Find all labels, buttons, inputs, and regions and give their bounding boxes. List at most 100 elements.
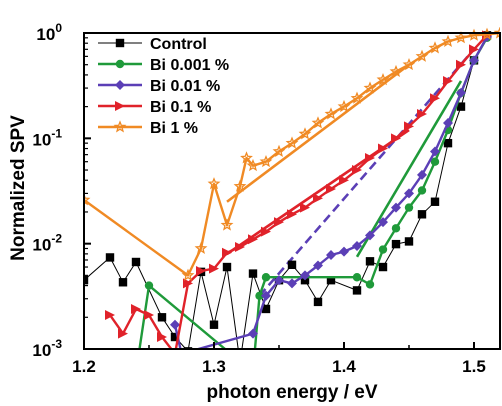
- legend-item-1: Bi 0.001 %: [98, 57, 229, 74]
- data-point-2-6: [300, 270, 310, 281]
- data-point-0-25: [443, 138, 453, 148]
- legend-marker-0: [115, 38, 125, 48]
- series-2: [170, 31, 492, 349]
- legend-label-3: Bi 0.1 %: [150, 99, 211, 116]
- data-point-4-0: [84, 193, 91, 206]
- legend-label-0: Control: [150, 36, 207, 53]
- data-point-2-10: [352, 241, 362, 252]
- x-tick-label-2: 1.4: [332, 357, 356, 376]
- data-point-0-4: [157, 313, 167, 322]
- data-point-3-11: [248, 234, 258, 245]
- data-point-2-13: [391, 202, 401, 213]
- data-point-3-21: [378, 143, 388, 154]
- data-point-3-27: [456, 59, 466, 70]
- y-tick-label-1: 10-2: [32, 232, 62, 255]
- data-point-3-0: [105, 310, 115, 321]
- data-point-0-8: [209, 320, 219, 329]
- data-point-0-11: [248, 269, 258, 278]
- data-point-3-28: [469, 44, 479, 55]
- data-point-4-15: [350, 91, 364, 104]
- series-line-3: [109, 34, 488, 349]
- data-point-4-12: [311, 116, 325, 129]
- y-axis-title: Normalized SPV: [8, 115, 29, 261]
- data-point-4-16: [363, 81, 377, 94]
- data-point-4-4: [220, 218, 234, 231]
- data-point-0-10: [236, 358, 244, 366]
- x-tick-label-0: 1.2: [72, 357, 96, 376]
- data-point-0-23: [417, 210, 427, 219]
- data-point-0-17: [326, 275, 336, 285]
- series-line-2: [173, 36, 489, 349]
- y-tick-label-0: 10-3: [32, 337, 62, 360]
- data-point-4-10: [285, 136, 299, 149]
- data-point-0-1: [105, 253, 115, 262]
- data-point-1-0: [132, 368, 140, 376]
- series-layer: [84, 27, 500, 376]
- data-point-4-23: [454, 31, 468, 44]
- fit-line-1: [355, 80, 463, 258]
- data-point-1-8: [391, 224, 401, 233]
- data-point-0-24: [430, 197, 440, 206]
- data-point-0-0: [84, 275, 89, 285]
- data-point-2-12: [378, 217, 388, 228]
- data-point-4-1: [181, 268, 195, 281]
- data-point-3-8: [209, 263, 219, 274]
- legend-item-4: Bi 1 %: [98, 120, 198, 137]
- data-point-2-8: [326, 250, 336, 261]
- data-point-1-5: [352, 273, 362, 282]
- data-point-3-25: [430, 93, 440, 104]
- data-point-3-15: [300, 202, 310, 213]
- data-point-3-16: [313, 193, 323, 204]
- ticks: 1.2 1.3 1.4 1.5 10-3 10-2 10-1 100: [32, 21, 485, 376]
- data-point-1-7: [378, 245, 388, 254]
- legend-label-2: Bi 0.01 %: [150, 78, 220, 95]
- data-point-2-1: [181, 348, 182, 349]
- legend: Control Bi 0.001 % Bi 0.01 % Bi 0.1 % Bi 1 %: [98, 36, 229, 137]
- data-point-0-3: [131, 257, 141, 267]
- data-point-3-17: [326, 184, 336, 195]
- data-point-0-5: [170, 332, 180, 342]
- data-point-3-9: [222, 247, 232, 258]
- data-point-1-2: [249, 368, 257, 376]
- data-point-4-26: [493, 27, 500, 39]
- data-point-3-7: [196, 266, 206, 277]
- legend-marker-1: [115, 59, 125, 69]
- data-point-2-7: [313, 260, 323, 271]
- data-point-3-18: [339, 175, 349, 186]
- data-point-3-10: [235, 241, 245, 252]
- axes: [83, 32, 501, 350]
- data-point-0-16: [313, 297, 323, 307]
- data-point-3-14: [287, 209, 297, 220]
- data-point-4-3: [207, 177, 221, 190]
- legend-marker-3: [115, 101, 125, 111]
- data-point-3-12: [261, 226, 271, 237]
- data-point-2-4: [274, 275, 284, 286]
- data-point-4-22: [441, 34, 455, 47]
- data-point-1-11: [430, 157, 440, 166]
- data-point-4-20: [415, 49, 429, 62]
- data-point-4-17: [376, 72, 390, 86]
- data-point-4-5: [233, 179, 247, 192]
- legend-label-4: Bi 1 %: [150, 120, 198, 137]
- data-point-0-22: [404, 237, 414, 246]
- data-point-3-6: [183, 278, 193, 289]
- x-tick-label-1: 1.3: [202, 357, 226, 376]
- data-point-3-4: [157, 331, 167, 342]
- data-point-3-13: [274, 217, 284, 228]
- legend-item-0: Control: [98, 36, 207, 53]
- data-point-0-19: [365, 257, 375, 266]
- fit-line-3: [226, 63, 410, 203]
- data-point-2-14: [404, 188, 414, 199]
- data-point-4-14: [337, 99, 351, 113]
- legend-item-2: Bi 0.01 %: [98, 78, 220, 95]
- data-point-2-17: [443, 117, 453, 128]
- data-point-0-20: [378, 262, 388, 272]
- data-point-2-11: [365, 230, 375, 241]
- data-point-4-6: [240, 151, 253, 164]
- data-point-3-2: [131, 303, 141, 314]
- data-point-4-8: [259, 154, 273, 168]
- data-point-0-14: [287, 260, 297, 270]
- y-tick-label-3: 100: [36, 21, 62, 44]
- data-point-0-9: [222, 262, 232, 272]
